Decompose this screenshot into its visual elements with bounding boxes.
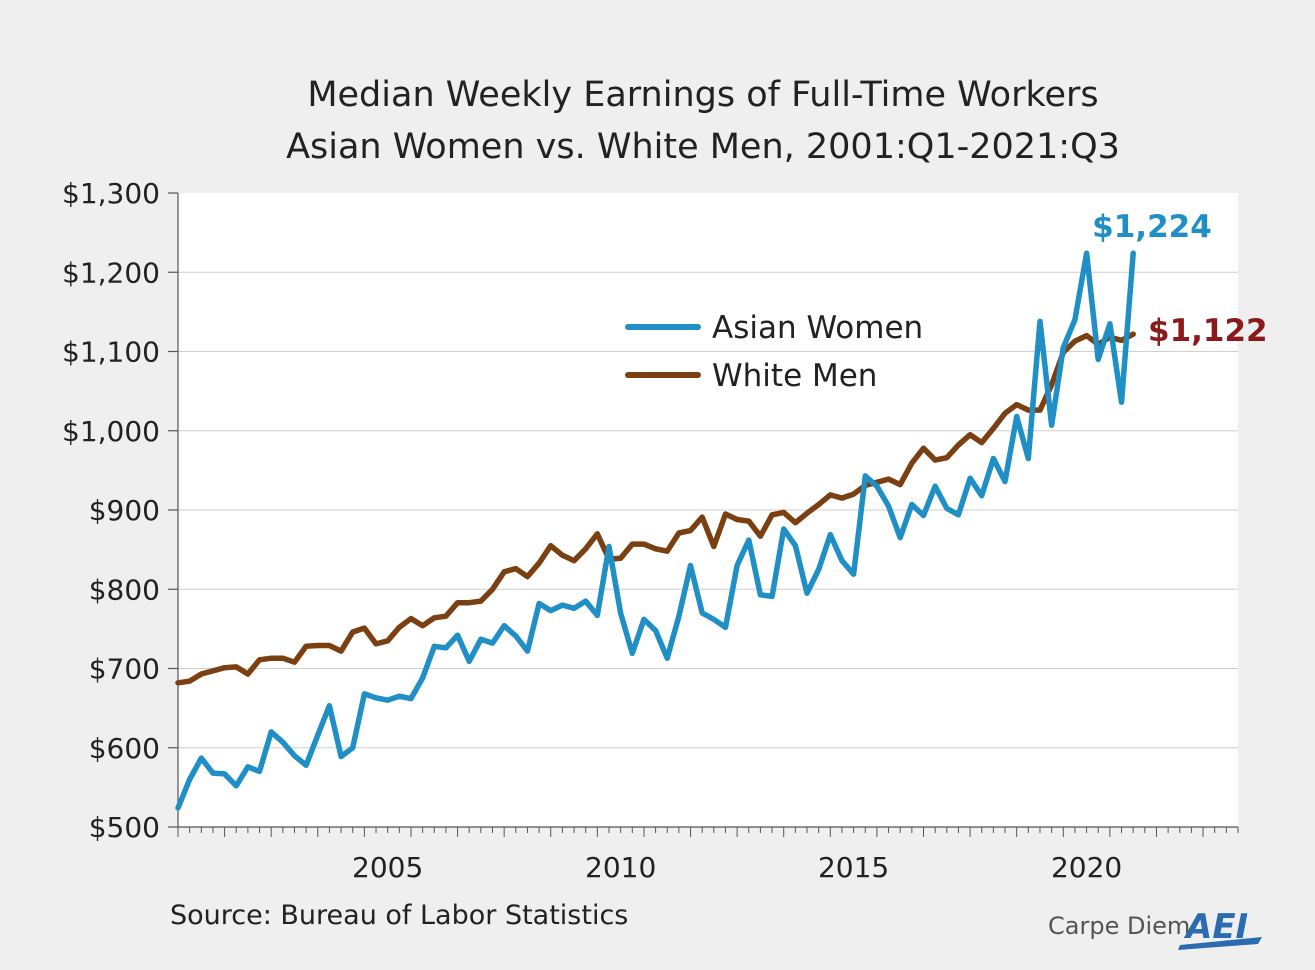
series-line-asian-women: [175, 250, 1136, 811]
end-label-white-men: $1,122: [1148, 313, 1268, 349]
brand-text: Carpe Diem: [1048, 912, 1190, 940]
y-tick-label: $500: [89, 811, 160, 844]
source-note: Source: Bureau of Labor Statistics: [170, 900, 628, 931]
x-tick-label: 2005: [352, 851, 423, 884]
y-tick-label: $1,200: [62, 256, 160, 289]
y-tick-label: $1,100: [62, 336, 160, 369]
legend-label-asian-women: Asian Women: [712, 310, 923, 346]
y-axis: $500 $600 $700 $800 $900 $1,000 $1,100 $1,200 $1…: [62, 177, 179, 844]
series-line-white-men: [175, 331, 1136, 686]
end-label-asian-women: $1,224: [1092, 209, 1212, 245]
x-tick-label: 2010: [585, 851, 656, 884]
y-tick-label: $600: [89, 732, 160, 765]
y-tick-label: $1,300: [62, 177, 160, 210]
chart-title: Median Weekly Earnings of Full-Time Work…: [307, 75, 1098, 115]
y-tick-label: $900: [89, 494, 160, 527]
legend: Asian Women White Men: [625, 310, 923, 394]
brand: Carpe Diem AEI: [1048, 907, 1262, 950]
x-tick-label: 2020: [1051, 851, 1122, 884]
legend-label-white-men: White Men: [712, 358, 877, 394]
y-tick-label: $700: [89, 653, 160, 686]
series-lines: [175, 250, 1136, 811]
y-tick-label: $1,000: [62, 415, 160, 448]
x-tick-label: 2015: [818, 851, 889, 884]
y-tick-label: $800: [89, 573, 160, 606]
aei-logo-swoosh-icon: [1178, 937, 1262, 950]
x-axis: 2005 2010 2015 2020: [177, 826, 1239, 884]
chart-subtitle: Asian Women vs. White Men, 2001:Q1-2021:…: [286, 127, 1120, 167]
